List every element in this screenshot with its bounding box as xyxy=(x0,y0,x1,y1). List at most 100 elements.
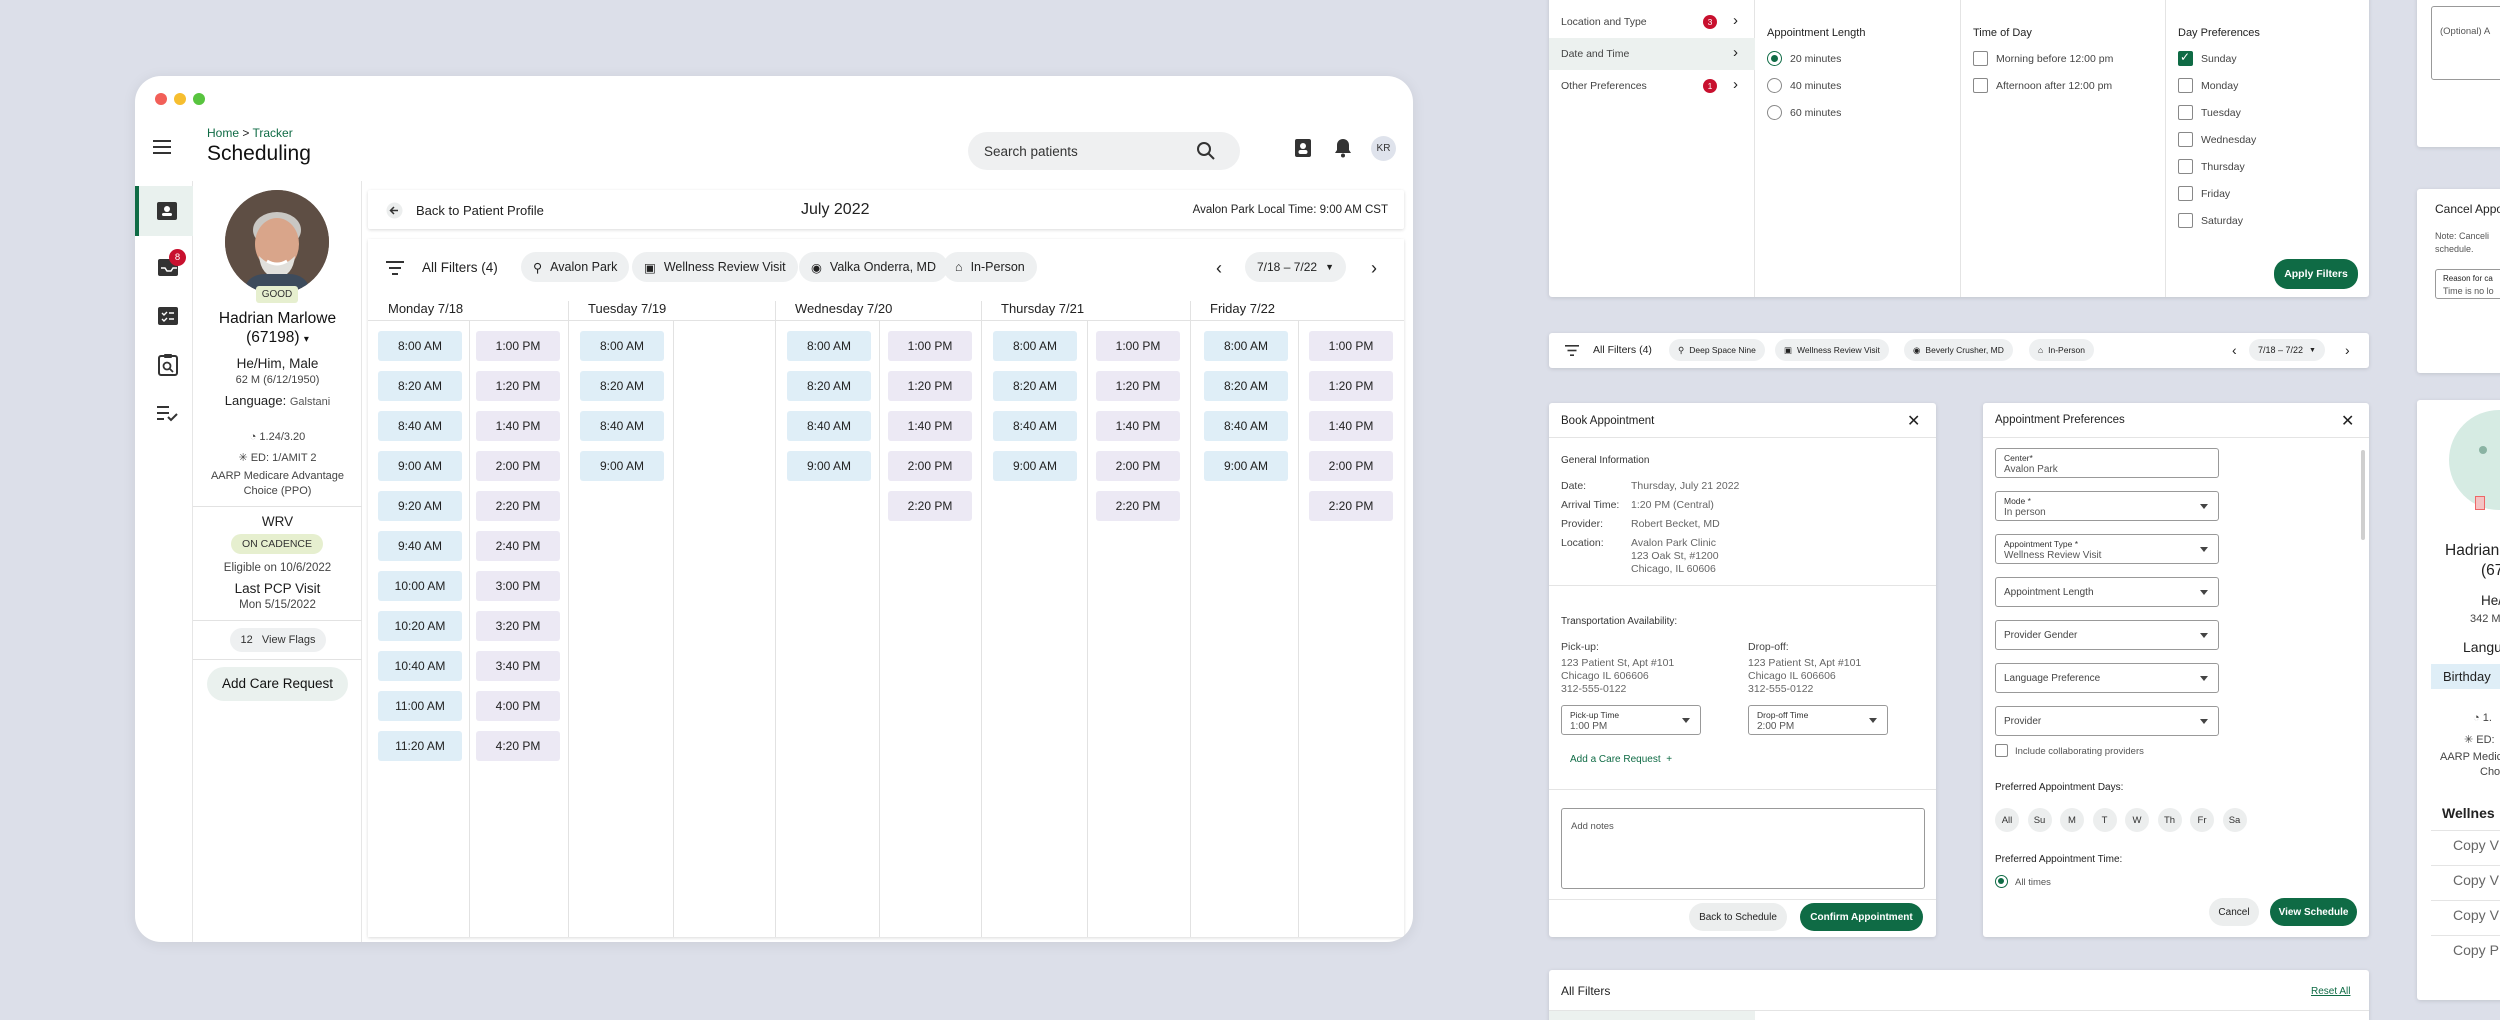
copy-option-4[interactable]: Copy P xyxy=(2431,935,2500,963)
time-slot-am[interactable]: 8:00 AM xyxy=(787,331,871,361)
copy-option-2[interactable]: Copy V xyxy=(2431,865,2500,893)
view-schedule-button[interactable]: View Schedule xyxy=(2270,898,2357,926)
nav-item-checklist[interactable] xyxy=(157,404,179,422)
time-slot-am[interactable]: 9:00 AM xyxy=(1204,451,1288,481)
time-slot-pm[interactable]: 2:20 PM xyxy=(1309,491,1393,521)
time-slot-pm[interactable]: 2:20 PM xyxy=(888,491,972,521)
time-slot-pm[interactable]: 2:00 PM xyxy=(1096,451,1180,481)
day-checkbox[interactable] xyxy=(2178,213,2193,228)
time-slot-am[interactable]: 8:20 AM xyxy=(787,371,871,401)
next-week-icon[interactable]: › xyxy=(1371,258,1377,278)
language-preference-select[interactable]: Language Preference xyxy=(1995,663,2219,693)
close-window-dot[interactable] xyxy=(155,93,167,105)
time-slot-am[interactable]: 8:00 AM xyxy=(993,331,1077,361)
day-checkbox[interactable]: ✓ xyxy=(2178,50,2193,66)
time-slot-pm[interactable]: 1:20 PM xyxy=(1096,371,1180,401)
time-slot-pm[interactable]: 1:40 PM xyxy=(1309,411,1393,441)
time-slot-am[interactable]: 8:20 AM xyxy=(378,371,462,401)
time-slot-pm[interactable]: 4:20 PM xyxy=(476,731,560,761)
time-slot-pm[interactable]: 3:00 PM xyxy=(476,571,560,601)
time-slot-am[interactable]: 8:40 AM xyxy=(787,411,871,441)
time-slot-pm[interactable]: 2:00 PM xyxy=(888,451,972,481)
back-arrow-icon[interactable] xyxy=(386,202,403,219)
nav-item-tasks[interactable] xyxy=(157,305,179,327)
time-slot-am[interactable]: 8:00 AM xyxy=(580,331,664,361)
time-slot-pm[interactable]: 1:00 PM xyxy=(1096,331,1180,361)
time-slot-pm[interactable]: 2:00 PM xyxy=(1309,451,1393,481)
time-slot-am[interactable]: 8:20 AM xyxy=(580,371,664,401)
add-care-request-link[interactable]: Add a Care Request + xyxy=(1570,754,1672,765)
time-slot-am[interactable]: 10:00 AM xyxy=(378,571,462,601)
all-filters-button[interactable]: All Filters (4) xyxy=(422,260,498,275)
time-slot-am[interactable]: 8:40 AM xyxy=(580,411,664,441)
provider-select[interactable]: Provider xyxy=(1995,706,2219,736)
scrollbar[interactable] xyxy=(2361,450,2365,540)
length-radio[interactable] xyxy=(1767,78,1782,93)
time-slot-am[interactable]: 8:00 AM xyxy=(1204,331,1288,361)
time-slot-am[interactable]: 8:20 AM xyxy=(993,371,1077,401)
date-range-select[interactable]: 7/18 – 7/22 ▼ xyxy=(1245,252,1346,282)
all-times-radio[interactable] xyxy=(1995,875,2008,888)
next-week-icon[interactable]: › xyxy=(2345,342,2350,358)
day-pill[interactable]: Sa xyxy=(2222,808,2247,832)
appointment-type-select[interactable]: Appointment Type * Wellness Review Visit xyxy=(1995,534,2219,564)
search-input[interactable]: Search patients xyxy=(968,132,1240,170)
time-slot-pm[interactable]: 1:00 PM xyxy=(476,331,560,361)
time-slot-am[interactable]: 11:20 AM xyxy=(378,731,462,761)
filter-chip-provider[interactable]: ◉ Valka Onderra, MD xyxy=(799,252,948,282)
back-to-profile-link[interactable]: Back to Patient Profile xyxy=(416,203,544,218)
copy-option-3[interactable]: Copy V xyxy=(2431,900,2500,928)
appointment-length-select[interactable]: Appointment Length xyxy=(1995,577,2219,607)
time-slot-am[interactable]: 10:40 AM xyxy=(378,651,462,681)
time-slot-pm[interactable]: 1:00 PM xyxy=(1309,331,1393,361)
filters-nav-other[interactable]: Other Preferences 1 › xyxy=(1549,70,1755,102)
filters-nav-date-time[interactable]: Date and Time › xyxy=(1549,38,1755,70)
breadcrumb-tracker[interactable]: Tracker xyxy=(252,126,293,140)
length-radio[interactable] xyxy=(1767,105,1782,120)
day-pill[interactable]: Su xyxy=(2027,808,2052,832)
time-slot-am[interactable]: 9:00 AM xyxy=(787,451,871,481)
reset-all-link[interactable]: Reset All xyxy=(2311,986,2351,997)
time-slot-pm[interactable]: 3:40 PM xyxy=(476,651,560,681)
time-slot-pm[interactable]: 1:40 PM xyxy=(476,411,560,441)
maximize-window-dot[interactable] xyxy=(193,93,205,105)
apply-filters-button[interactable]: Apply Filters xyxy=(2274,259,2358,289)
pickup-time-select[interactable]: Pick-up Time 1:00 PM xyxy=(1561,705,1701,735)
day-checkbox[interactable] xyxy=(2178,78,2193,93)
time-slot-pm[interactable]: 3:20 PM xyxy=(476,611,560,641)
contact-card-icon[interactable] xyxy=(1294,138,1312,158)
hamburger-menu-icon[interactable] xyxy=(153,139,173,155)
filter-icon[interactable] xyxy=(1565,345,1579,356)
collaborating-providers-checkbox[interactable] xyxy=(1995,744,2008,757)
time-slot-pm[interactable]: 2:00 PM xyxy=(476,451,560,481)
day-pill[interactable]: M xyxy=(2060,808,2084,832)
nav-item-clipboard[interactable] xyxy=(157,353,179,377)
day-pill[interactable]: Fr xyxy=(2190,808,2214,832)
day-checkbox[interactable] xyxy=(2178,132,2193,147)
time-slot-am[interactable]: 11:00 AM xyxy=(378,691,462,721)
notes-textarea[interactable]: Add notes xyxy=(1561,808,1925,889)
time-slot-am[interactable]: 8:20 AM xyxy=(1204,371,1288,401)
user-avatar[interactable]: KR xyxy=(1371,136,1396,161)
notification-bell-icon[interactable] xyxy=(1334,138,1352,158)
day-pill[interactable]: W xyxy=(2125,808,2149,832)
previous-week-icon[interactable]: ‹ xyxy=(2232,342,2237,358)
time-of-day-checkbox[interactable] xyxy=(1973,78,1988,93)
center-field[interactable]: Center* Avalon Park xyxy=(1995,448,2219,478)
cancel-reason-select[interactable]: Reason for ca Time is no lo xyxy=(2435,269,2500,299)
close-icon[interactable]: ✕ xyxy=(2341,413,2355,430)
time-slot-pm[interactable]: 2:20 PM xyxy=(476,491,560,521)
filters-nav-location[interactable]: Location and Type 3 › xyxy=(1549,6,1755,38)
time-slot-pm[interactable]: 1:20 PM xyxy=(1309,371,1393,401)
cancel-button[interactable]: Cancel xyxy=(2209,898,2259,926)
close-icon[interactable]: ✕ xyxy=(1907,413,1921,430)
filter-chip-mode[interactable]: ⌂ In-Person xyxy=(943,252,1037,282)
day-pill[interactable]: Th xyxy=(2157,808,2182,832)
time-slot-pm[interactable]: 1:00 PM xyxy=(888,331,972,361)
filter-chip-location[interactable]: ⚲ Avalon Park xyxy=(521,252,630,282)
time-slot-am[interactable]: 8:40 AM xyxy=(378,411,462,441)
time-slot-pm[interactable]: 1:40 PM xyxy=(888,411,972,441)
view-flags-button[interactable]: 12 View Flags xyxy=(230,628,326,652)
filter-chip-provider[interactable]: ◉ Beverly Crusher, MD xyxy=(1904,339,2013,361)
time-slot-pm[interactable]: 4:00 PM xyxy=(476,691,560,721)
